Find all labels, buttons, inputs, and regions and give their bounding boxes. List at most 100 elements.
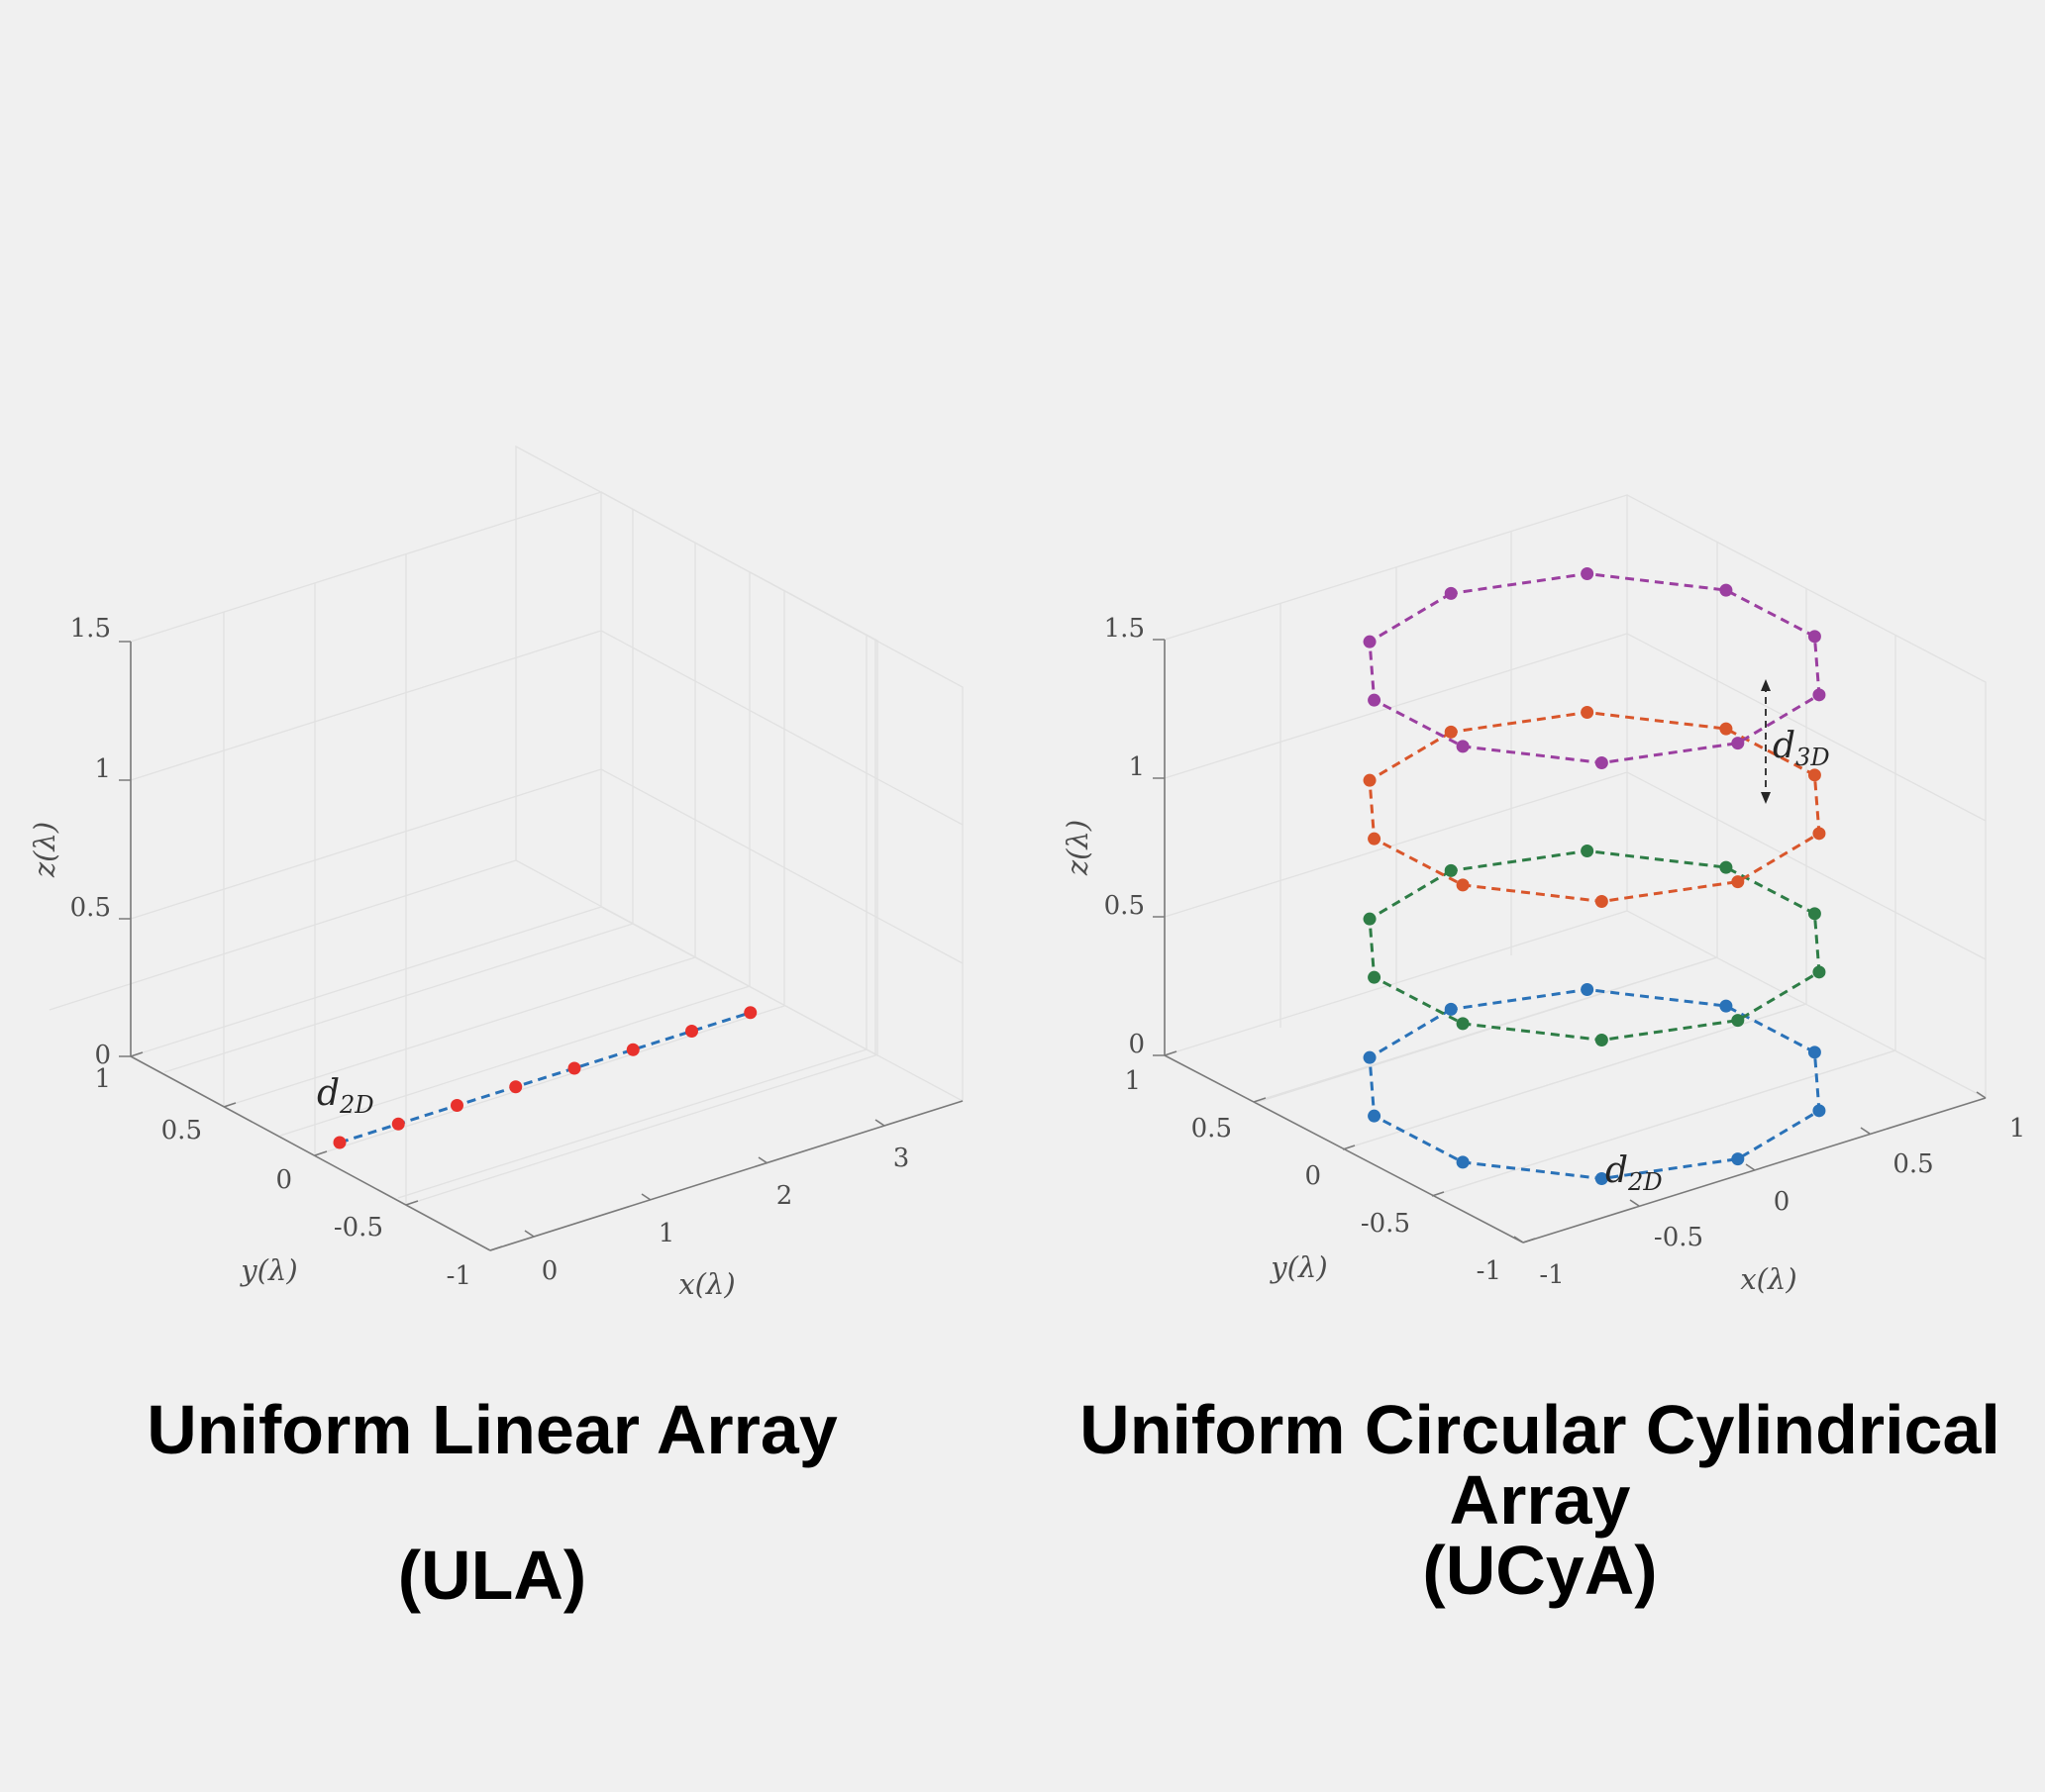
ula-ztick-3: 1.5	[70, 614, 111, 644]
ucya-ztick-0: 0	[1128, 1030, 1145, 1059]
ucya-element-point	[1807, 907, 1821, 921]
ucya-element-point	[1444, 863, 1458, 877]
ula-grid	[49, 445, 964, 1206]
ucya-xtick-1: -0.5	[1654, 1223, 1703, 1252]
ula-ztick-0: 0	[94, 1041, 111, 1070]
ula-element-point	[567, 1061, 581, 1075]
ula-xlabel: x(λ)	[678, 1267, 735, 1301]
ula-ztick-2: 1	[94, 754, 111, 784]
ula-xtick-1: 1	[659, 1219, 675, 1248]
ula-element-point	[509, 1080, 523, 1094]
ucya-ztick-3: 1.5	[1104, 614, 1145, 644]
ucya-d3d-arrow-head-bottom	[1761, 792, 1771, 804]
ula-element-point	[685, 1025, 698, 1038]
ucya-element-point	[1594, 894, 1608, 908]
ucya-element-point	[1594, 1033, 1608, 1046]
ucya-d3d-base: d	[1773, 726, 1795, 766]
ula-d2d-sub: 2D	[339, 1091, 374, 1119]
ucya-element-point	[1581, 567, 1594, 581]
ula-y-axis	[130, 1055, 491, 1251]
ula-ytick-2: 0	[275, 1165, 292, 1195]
ucya-xlabel: x(λ)	[1740, 1262, 1796, 1296]
ucya-element-point	[1719, 583, 1733, 597]
ucya-element-point	[1581, 706, 1594, 720]
ucya-ylabel: y(λ)	[1269, 1250, 1327, 1284]
ucya-element-point	[1363, 1050, 1377, 1064]
ula-y-ticks	[130, 1051, 503, 1251]
ucya-grid	[1164, 494, 1987, 1197]
ula-z-ticks	[119, 641, 131, 1057]
ucya-element-point	[1368, 832, 1381, 846]
ucya-axes	[1153, 639, 1987, 1244]
ucya-d3d-arrow-head-top	[1761, 679, 1771, 691]
ucya-element-point	[1719, 860, 1733, 874]
ucya-ytick-2: 0	[1304, 1161, 1321, 1191]
ucya-element-point	[1363, 635, 1377, 648]
ucya-element-point	[1807, 768, 1821, 782]
ula-element-point	[626, 1043, 640, 1056]
ucya-element-point	[1444, 725, 1458, 739]
ucya-element-point	[1719, 722, 1733, 736]
ucya-element-point	[1456, 878, 1470, 892]
ucya-element-point	[1456, 740, 1470, 753]
ucya-element-point	[1812, 827, 1826, 841]
ula-series	[333, 1006, 758, 1149]
ucya-element-point	[1731, 875, 1745, 889]
ucya-ytick-3: -0.5	[1361, 1209, 1410, 1239]
ucya-element-point	[1444, 1002, 1458, 1016]
ucya-element-point	[1368, 693, 1381, 707]
ucya-xgrid	[1253, 542, 1896, 1197]
ula-caption-line-1: Uniform Linear Array	[147, 1391, 838, 1468]
ula-axes	[119, 641, 964, 1251]
ula-x-ticks	[524, 1119, 885, 1238]
ucya-ring-line	[1368, 571, 1821, 765]
ucya-element-point	[1444, 586, 1458, 600]
ucya-y-ticks	[1164, 1050, 1536, 1244]
ucya-caption-line-1: Uniform Circular Cylindrical	[1079, 1391, 2000, 1468]
ucya-d2d-sub: 2D	[1627, 1168, 1663, 1196]
ucya-zlabel: z(λ)	[1061, 820, 1094, 876]
ucya-caption-line-3: (UCyA)	[1422, 1532, 1657, 1609]
ucya-caption-line-2: Array	[1450, 1461, 1631, 1539]
ula-ytick-3: -0.5	[334, 1213, 383, 1243]
ula-tick-labels: 0 0.5 1 1.5 1 0.5 0 -0.5 -1 0 1 2 3	[70, 614, 910, 1291]
ucya-d2d-base: d	[1605, 1150, 1628, 1191]
ula-ytick-1: 0.5	[161, 1116, 202, 1145]
ucya-xtick-2: 0	[1774, 1187, 1790, 1217]
ucya-element-point	[1719, 999, 1733, 1013]
ucya-ygrid	[1254, 532, 1896, 1197]
ula-d2d-annotation: d2D	[317, 1073, 374, 1119]
ucya-ring-line	[1368, 848, 1821, 1043]
ucya-ytick-0: 1	[1124, 1066, 1141, 1096]
ula-element-point	[744, 1006, 758, 1020]
ucya-element-point	[1731, 1152, 1745, 1166]
ula-ygrid	[223, 543, 876, 1206]
ula-x-axis	[489, 1100, 964, 1251]
ula-ytick-4: -1	[447, 1261, 471, 1291]
ula-zgrid-right	[600, 630, 964, 964]
ucya-element-point	[1812, 1104, 1826, 1118]
ula-element-point	[391, 1117, 405, 1131]
ucya-d3d-arrow	[1761, 679, 1771, 804]
ucya-element-point	[1807, 1045, 1821, 1059]
ucya-element-point	[1807, 630, 1821, 644]
ucya-element-point	[1456, 1155, 1470, 1169]
ucya-ztick-2: 1	[1128, 752, 1145, 782]
ucya-element-point	[1812, 965, 1826, 979]
ula-back-wall-frame	[130, 491, 964, 1103]
ucya-series	[1363, 567, 1826, 1185]
ucya-element-point	[1731, 737, 1745, 750]
ula-caption-line-3: (ULA)	[398, 1537, 586, 1614]
ucya-element-point	[1812, 688, 1826, 702]
ucya-z-ticks	[1153, 639, 1165, 1056]
ula-zlabel: z(λ)	[28, 822, 61, 878]
ucya-back-wall-frame	[1164, 494, 1987, 1100]
ucya-ring-line	[1368, 987, 1821, 1181]
ucya-xtick-4: 1	[2009, 1114, 2026, 1144]
ucya-element-point	[1368, 970, 1381, 984]
ucya-element-point	[1368, 1109, 1381, 1123]
ucya-ytick-1: 0.5	[1191, 1114, 1232, 1144]
ula-zgrid-left	[130, 630, 602, 920]
ucya-ytick-4: -1	[1477, 1256, 1501, 1286]
